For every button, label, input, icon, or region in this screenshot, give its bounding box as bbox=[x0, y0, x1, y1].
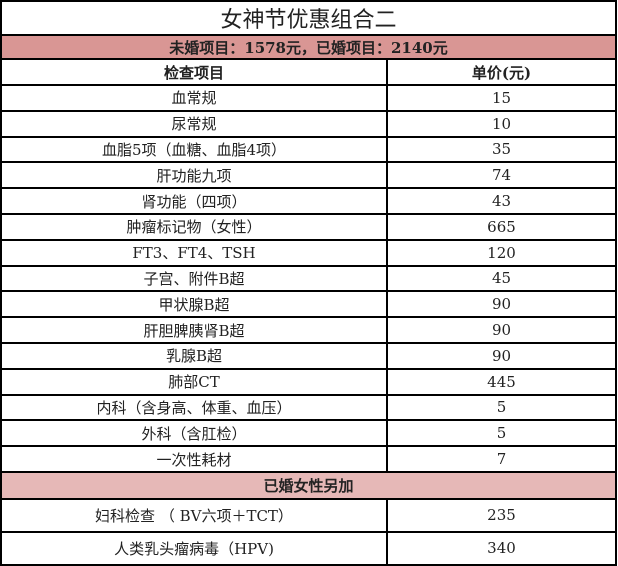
item-price: 90 bbox=[386, 341, 617, 370]
item-name: 外科（含肛检） bbox=[0, 419, 388, 448]
table-row: 血常规 15 bbox=[0, 84, 617, 112]
price-summary: 未婚项目：1578元，已婚项目：2140元 bbox=[0, 34, 617, 60]
item-name: 血常规 bbox=[0, 84, 388, 112]
item-name: 甲状腺B超 bbox=[0, 290, 388, 319]
table-row: 肝胆脾胰肾B超 90 bbox=[0, 316, 617, 344]
item-name: FT3、FT4、TSH bbox=[0, 238, 388, 267]
item-price: 5 bbox=[386, 393, 617, 422]
table-row: 内科（含身高、体重、血压） 5 bbox=[0, 393, 617, 422]
header-price: 单价(元) bbox=[386, 58, 617, 86]
item-name: 一次性耗材 bbox=[0, 445, 388, 473]
item-name: 乳腺B超 bbox=[0, 341, 388, 370]
item-price: 90 bbox=[386, 316, 617, 344]
item-name: 尿常规 bbox=[0, 109, 388, 138]
item-name: 妇科检查 （ BV六项＋TCT） bbox=[0, 497, 388, 533]
table-row: 甲状腺B超 90 bbox=[0, 290, 617, 319]
item-name: 肾功能（四项） bbox=[0, 187, 388, 215]
item-name: 肺部CT bbox=[0, 367, 388, 396]
item-name: 内科（含身高、体重、血压） bbox=[0, 393, 388, 422]
table-row: 肝功能九项 74 bbox=[0, 161, 617, 190]
item-price: 35 bbox=[386, 135, 617, 164]
table-row: 乳腺B超 90 bbox=[0, 341, 617, 370]
table-row: 血脂5项（血糖、血脂4项） 35 bbox=[0, 135, 617, 164]
item-price: 665 bbox=[386, 212, 617, 241]
item-price: 445 bbox=[386, 367, 617, 396]
item-name: 肝胆脾胰肾B超 bbox=[0, 316, 388, 344]
item-price: 235 bbox=[386, 497, 617, 533]
item-price: 7 bbox=[386, 445, 617, 473]
header-item: 检查项目 bbox=[0, 58, 388, 86]
page-title: 女神节优惠组合二 bbox=[0, 0, 617, 36]
table-row: 人类乳头瘤病毒（HPV) 340 bbox=[0, 530, 617, 566]
item-price: 120 bbox=[386, 238, 617, 267]
item-price: 10 bbox=[386, 109, 617, 138]
table-row: 肿瘤标记物（女性） 665 bbox=[0, 212, 617, 241]
table-row: 尿常规 10 bbox=[0, 109, 617, 138]
item-name: 血脂5项（血糖、血脂4项） bbox=[0, 135, 388, 164]
item-price: 340 bbox=[386, 530, 617, 566]
item-name: 人类乳头瘤病毒（HPV) bbox=[0, 530, 388, 566]
item-price: 43 bbox=[386, 187, 617, 215]
item-name: 肿瘤标记物（女性） bbox=[0, 212, 388, 241]
item-name: 子宫、附件B超 bbox=[0, 264, 388, 293]
married-section-header: 已婚女性另加 bbox=[0, 470, 617, 500]
table-row: 外科（含肛检） 5 bbox=[0, 419, 617, 448]
table-row: 肺部CT 445 bbox=[0, 367, 617, 396]
table-row: 妇科检查 （ BV六项＋TCT） 235 bbox=[0, 497, 617, 533]
item-price: 15 bbox=[386, 84, 617, 112]
item-price: 90 bbox=[386, 290, 617, 319]
table-row: 肾功能（四项） 43 bbox=[0, 187, 617, 215]
item-price: 5 bbox=[386, 419, 617, 448]
item-price: 45 bbox=[386, 264, 617, 293]
item-name: 肝功能九项 bbox=[0, 161, 388, 190]
table-row: FT3、FT4、TSH 120 bbox=[0, 238, 617, 267]
table-row: 子宫、附件B超 45 bbox=[0, 264, 617, 293]
item-price: 74 bbox=[386, 161, 617, 190]
table-row: 一次性耗材 7 bbox=[0, 445, 617, 473]
